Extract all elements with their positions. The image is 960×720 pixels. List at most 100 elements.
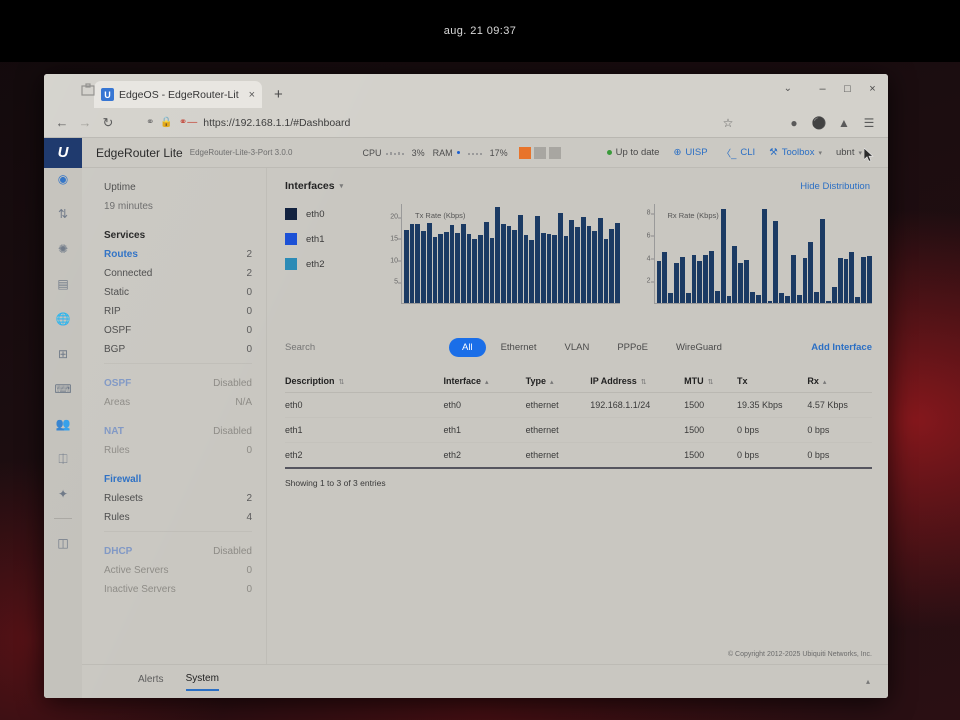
pocket-icon[interactable]: ● <box>790 115 798 130</box>
account-icon[interactable]: ⚫ <box>811 115 827 130</box>
shield-icon[interactable]: ⚭ <box>146 117 155 128</box>
filter-tab-wireguard[interactable]: WireGuard <box>675 341 722 353</box>
menu-icon[interactable]: ☰ <box>863 115 875 130</box>
maximize-button[interactable]: □ <box>844 82 851 95</box>
uptime-value: 19 minutes <box>104 201 153 212</box>
row-key: Active Servers <box>104 565 169 576</box>
column-interface[interactable]: Interface ▴ <box>443 370 526 393</box>
legend-item-eth1[interactable]: eth1 <box>285 233 377 245</box>
table-row[interactable]: eth0 eth0 ethernet 192.168.1.1/24 1500 1… <box>285 392 872 418</box>
chart-bar <box>529 240 535 303</box>
sidebar-item-services[interactable]: ▤ <box>57 277 69 291</box>
sidebar-item-wizards[interactable]: ✦ <box>57 487 69 501</box>
sidebar-item-dashboard[interactable]: ◉ <box>57 172 69 186</box>
service-key: RIP <box>104 306 121 317</box>
chart-bar <box>697 261 703 303</box>
sidebar-item-security[interactable]: ⊞ <box>57 347 69 361</box>
footer-tab-system[interactable]: System <box>185 673 219 691</box>
service-row-ospf: OSPF 0 <box>104 325 252 336</box>
table-row[interactable]: eth1 eth1 ethernet 1500 0 bps 0 bps <box>285 417 872 443</box>
cell-type: ethernet <box>525 417 591 443</box>
cell-description: eth2 <box>285 442 444 469</box>
chart-bar <box>750 291 755 303</box>
column-ip-address[interactable]: IP Address ⇅ <box>590 370 685 393</box>
chart-bar <box>866 255 872 303</box>
service-value: 0 <box>246 287 252 298</box>
chart-bar <box>466 234 472 303</box>
row-value: 2 <box>246 493 252 504</box>
filter-tab-vlan[interactable]: VLAN <box>564 341 590 353</box>
bookmark-star-icon[interactable]: ☆ <box>722 115 734 130</box>
column-description[interactable]: Description ⇅ <box>285 370 444 393</box>
close-icon[interactable]: × <box>248 88 255 101</box>
ram-label: RAM <box>432 147 453 158</box>
port-indicator-eth0 <box>518 146 531 159</box>
sidebar-item-system[interactable]: ◫ <box>57 536 69 550</box>
filter-tab-ethernet[interactable]: Ethernet <box>500 341 537 353</box>
reload-button[interactable]: ↻ <box>102 114 114 130</box>
extensions-icon[interactable]: ▲ <box>838 115 850 130</box>
cli-button[interactable]: 〈_ CLI <box>722 146 756 160</box>
sidebar-item-config-tree[interactable]: ⌨ <box>54 382 72 396</box>
cell-interface: eth0 <box>443 392 526 418</box>
sidebar-item-statistics[interactable]: ⇅ <box>57 207 69 221</box>
filter-tab-all[interactable]: All <box>449 337 486 357</box>
desktop-clock: aug. 21 09:37 <box>0 0 960 62</box>
browser-tab[interactable]: U EdgeOS - EdgeRouter-Lit × <box>94 81 262 108</box>
service-row-static: Static 0 <box>104 287 252 298</box>
column-rx[interactable]: Rx ▴ <box>807 370 872 393</box>
sidebar-item-users[interactable]: 👥 <box>55 417 71 431</box>
app-footer: Alerts System ▴ <box>82 664 888 698</box>
collapse-icon[interactable]: ▴ <box>865 677 870 686</box>
minimize-button[interactable]: – <box>819 82 826 95</box>
tab-list-icon[interactable] <box>80 82 96 98</box>
key-icon[interactable]: ⚭— <box>178 117 198 128</box>
chart-bar <box>761 208 767 303</box>
group-status: Disabled <box>213 378 252 389</box>
user-menu[interactable]: ubnt ▾ <box>836 147 862 158</box>
add-interface-button[interactable]: Add Interface <box>811 341 872 353</box>
forward-button[interactable]: → <box>78 115 92 130</box>
hide-distribution-link[interactable]: Hide Distribution <box>800 181 870 192</box>
group-heading-nat[interactable]: NAT Disabled <box>104 426 252 437</box>
group-heading-dhcp[interactable]: DHCP Disabled <box>104 546 252 557</box>
app-content: Uptime 19 minutes Services Routes 2 Conn… <box>82 138 888 698</box>
chart-bar <box>609 229 615 303</box>
table-row[interactable]: eth2 eth2 ethernet 1500 0 bps 0 bps <box>285 442 872 469</box>
column-mtu[interactable]: MTU ⇅ <box>684 370 737 393</box>
uisp-button[interactable]: ⊕ UISP <box>673 147 707 158</box>
filter-tab-pppoe[interactable]: PPPoE <box>617 341 648 353</box>
legend-item-eth0[interactable]: eth0 <box>285 208 377 220</box>
column-tx[interactable]: Tx <box>736 370 808 393</box>
sidebar-item-topology[interactable]: ⎅ <box>58 451 68 466</box>
chart-bar <box>552 235 557 303</box>
browser-window: U EdgeOS - EdgeRouter-Lit × + ⌄ – □ × ← … <box>44 74 888 698</box>
group-heading-ospf[interactable]: OSPF Disabled <box>104 378 252 389</box>
chart-title: Rx Rate (Kbps) <box>667 211 719 220</box>
chart-bar <box>557 212 563 303</box>
new-tab-button[interactable]: + <box>274 86 283 103</box>
service-key: BGP <box>104 344 126 355</box>
group-row-areas: Areas N/A <box>104 397 252 408</box>
chevron-down-icon[interactable]: ⌄ <box>783 83 792 94</box>
group-heading-firewall[interactable]: Firewall <box>104 474 142 485</box>
legend-item-eth2[interactable]: eth2 <box>285 258 377 270</box>
address-bar[interactable]: ⚭ 🔒 ⚭— https://192.168.1.1/#Dashboard <box>124 117 711 129</box>
sidebar-item-routing[interactable]: ✺ <box>57 242 69 256</box>
toolbox-button[interactable]: ⚒ Toolbox ▾ <box>769 147 822 158</box>
lock-icon[interactable]: 🔒 <box>160 117 173 128</box>
footer-tab-alerts[interactable]: Alerts <box>138 673 164 685</box>
chevron-down-icon[interactable]: ▾ <box>339 183 344 190</box>
window-close-button[interactable]: × <box>869 82 876 95</box>
service-row-routes[interactable]: Routes 2 <box>104 249 252 260</box>
back-button[interactable]: ← <box>55 115 69 130</box>
group-title: DHCP <box>104 546 133 557</box>
sidebar-item-network[interactable]: 🌐 <box>55 312 71 326</box>
column-type[interactable]: Type ▴ <box>525 370 591 393</box>
chart-bar <box>726 296 732 303</box>
ubiquiti-logo-icon[interactable]: U <box>44 137 82 168</box>
chevron-down-icon: ▾ <box>818 149 822 157</box>
chart-bar <box>580 216 586 303</box>
cell-tx: 19.35 Kbps <box>736 392 808 418</box>
search-input[interactable] <box>285 337 425 357</box>
